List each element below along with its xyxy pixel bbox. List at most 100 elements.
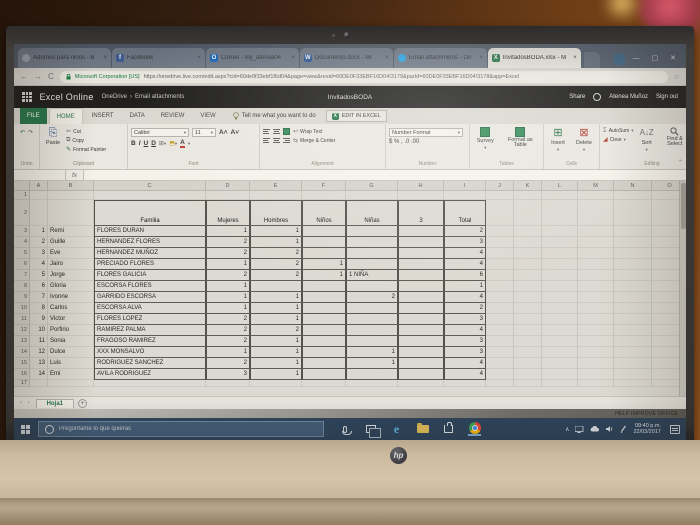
cell-A8[interactable]: 6 — [30, 281, 48, 292]
cell-B2[interactable] — [48, 200, 94, 226]
cell-F13[interactable] — [302, 336, 346, 347]
cell-J9[interactable] — [486, 292, 514, 303]
cell-J5[interactable] — [486, 248, 514, 259]
cell-D6[interactable]: 1 — [206, 259, 250, 270]
find-select-button[interactable]: Find & Select — [660, 126, 686, 148]
cell-D14[interactable]: 1 — [206, 347, 250, 358]
cell-D17[interactable] — [206, 380, 250, 387]
cell-O17[interactable] — [652, 380, 686, 387]
column-header-L[interactable]: L — [542, 181, 578, 191]
app-launcher-icon[interactable] — [22, 92, 32, 102]
cell-M16[interactable] — [578, 369, 614, 380]
cell-M15[interactable] — [578, 358, 614, 369]
cell-D3[interactable]: 1 — [206, 226, 250, 237]
cell-J10[interactable] — [486, 303, 514, 314]
cell-D2[interactable]: Mujeres — [206, 200, 250, 226]
cell-A17[interactable] — [30, 380, 48, 387]
cell-G5[interactable] — [346, 248, 398, 259]
cell-B7[interactable]: Jorge — [48, 270, 94, 281]
cell-M1[interactable] — [578, 191, 614, 200]
cell-C2[interactable]: Familia — [94, 200, 206, 226]
cell-A10[interactable]: 8 — [30, 303, 48, 314]
cell-B5[interactable]: Eve — [48, 248, 94, 259]
cell-M8[interactable] — [578, 281, 614, 292]
cell-L13[interactable] — [542, 336, 578, 347]
cell-D16[interactable]: 3 — [206, 369, 250, 380]
cell-C14[interactable]: XXX MONSALVO — [94, 347, 206, 358]
cell-E12[interactable]: 2 — [250, 325, 302, 336]
cell-G9[interactable]: 2 — [346, 292, 398, 303]
url-field[interactable]: Microsoft Corporation [US] https://onedr… — [59, 70, 668, 83]
cell-E16[interactable]: 1 — [250, 369, 302, 380]
cell-B15[interactable]: Luis — [48, 358, 94, 369]
cell-M3[interactable] — [578, 226, 614, 237]
column-header-F[interactable]: F — [302, 181, 346, 191]
cell-L12[interactable] — [542, 325, 578, 336]
cell-A11[interactable]: 9 — [30, 314, 48, 325]
network-icon[interactable] — [575, 425, 584, 433]
cell-H4[interactable] — [398, 237, 444, 248]
cell-H3[interactable] — [398, 226, 444, 237]
cell-G8[interactable] — [346, 281, 398, 292]
cell-B17[interactable] — [48, 380, 94, 387]
cell-G16[interactable] — [346, 369, 398, 380]
cell-F16[interactable] — [302, 369, 346, 380]
cell-C16[interactable]: AVILA RODRIGUEZ — [94, 369, 206, 380]
cell-K5[interactable] — [514, 248, 542, 259]
delete-cells-button[interactable]: ⊠ Delete ▾ — [576, 127, 592, 152]
cell-N3[interactable] — [614, 226, 652, 237]
touch-mic-button[interactable] — [338, 423, 352, 436]
cell-O16[interactable] — [652, 369, 686, 380]
insert-cells-button[interactable]: ⊞ Insert ▾ — [551, 127, 565, 152]
cell-C6[interactable]: PRECIADO FLORES — [94, 259, 206, 270]
select-all-corner[interactable] — [14, 181, 30, 191]
cell-A14[interactable]: 12 — [30, 347, 48, 358]
grow-font-icon[interactable]: A˄ — [219, 129, 228, 136]
cell-G2[interactable]: Niñas — [346, 200, 398, 226]
tab-data[interactable]: DATA — [129, 113, 145, 119]
cell-N10[interactable] — [614, 303, 652, 314]
cell-L3[interactable] — [542, 226, 578, 237]
cell-B12[interactable]: Porfirio — [48, 325, 94, 336]
cell-H1[interactable] — [398, 191, 444, 200]
cell-O2[interactable] — [652, 200, 686, 226]
cell-N6[interactable] — [614, 259, 652, 270]
cell-O3[interactable] — [652, 226, 686, 237]
cell-M5[interactable] — [578, 248, 614, 259]
cell-O5[interactable] — [652, 248, 686, 259]
row-number[interactable]: 1 — [14, 191, 30, 200]
cell-B8[interactable]: Gloria — [48, 281, 94, 292]
cell-B13[interactable]: Sonia — [48, 336, 94, 347]
cell-G4[interactable] — [346, 237, 398, 248]
file-explorer-button[interactable] — [416, 423, 429, 436]
column-header-I[interactable]: I — [444, 181, 486, 191]
cell-H11[interactable] — [398, 314, 444, 325]
cell-I16[interactable]: 4 — [444, 369, 486, 380]
column-header-M[interactable]: M — [578, 181, 614, 191]
volume-icon[interactable] — [606, 425, 614, 433]
cell-B4[interactable]: Guille — [48, 237, 94, 248]
cell-L10[interactable] — [542, 303, 578, 314]
browser-tab[interactable]: f Facebook × — [111, 48, 205, 68]
cell-L5[interactable] — [542, 248, 578, 259]
cell-J11[interactable] — [486, 314, 514, 325]
cell-N8[interactable] — [614, 281, 652, 292]
action-center-icon[interactable] — [670, 424, 680, 434]
cell-E1[interactable] — [250, 191, 302, 200]
cell-J17[interactable] — [486, 380, 514, 387]
cell-H12[interactable] — [398, 325, 444, 336]
row-number[interactable]: 11 — [14, 314, 30, 325]
cell-M4[interactable] — [578, 237, 614, 248]
cell-N17[interactable] — [614, 380, 652, 387]
add-sheet-button[interactable]: + — [78, 398, 88, 408]
cell-K4[interactable] — [514, 237, 542, 248]
cell-O10[interactable] — [652, 303, 686, 314]
cell-F2[interactable]: Niños — [302, 200, 346, 226]
cell-E17[interactable] — [250, 380, 302, 387]
cell-G3[interactable] — [346, 226, 398, 237]
cell-A5[interactable]: 3 — [30, 248, 48, 259]
name-box[interactable] — [14, 170, 66, 180]
cell-A2[interactable] — [30, 200, 48, 226]
cell-N14[interactable] — [614, 347, 652, 358]
cell-N16[interactable] — [614, 369, 652, 380]
